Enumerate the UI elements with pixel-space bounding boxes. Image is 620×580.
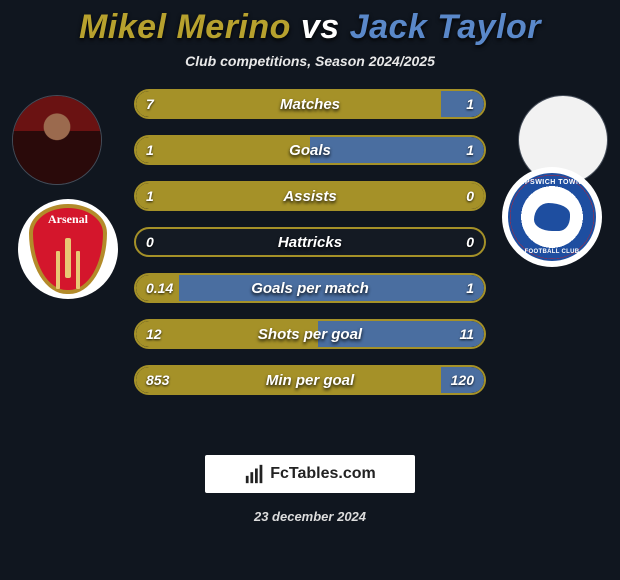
player2-club-badge [502, 167, 602, 267]
player1-avatar [12, 95, 102, 185]
stat-value-left: 1 [136, 183, 164, 209]
stat-value-right: 120 [441, 367, 484, 393]
subtitle: Club competitions, Season 2024/2025 [0, 53, 620, 69]
stat-row: 71Matches [134, 89, 486, 119]
stat-row: 853120Min per goal [134, 365, 486, 395]
player2-name: Jack Taylor [350, 8, 541, 46]
stat-value-left: 7 [136, 91, 164, 117]
ipswich-horse-icon [534, 203, 570, 231]
stat-value-left: 12 [136, 321, 172, 347]
vs-text: vs [301, 8, 340, 46]
stat-row: 0.141Goals per match [134, 273, 486, 303]
stat-row: 11Goals [134, 135, 486, 165]
comparison-title: Mikel Merino vs Jack Taylor [0, 0, 620, 47]
stat-fill-left [136, 367, 441, 393]
stat-value-right: 0 [456, 229, 484, 255]
comparison-stage: 71Matches11Goals10Assists00Hattricks0.14… [0, 87, 620, 427]
arsenal-badge-icon [29, 204, 107, 294]
stat-bars-container: 71Matches11Goals10Assists00Hattricks0.14… [134, 89, 486, 395]
stat-value-right: 1 [456, 275, 484, 301]
stat-value-left: 853 [136, 367, 179, 393]
stat-label: Hattricks [136, 229, 484, 255]
branding-text: FcTables.com [270, 465, 376, 483]
stat-row: 10Assists [134, 181, 486, 211]
stat-value-left: 0.14 [136, 275, 183, 301]
player1-avatar-placeholder [13, 96, 101, 184]
player1-club-badge [18, 199, 118, 299]
snapshot-date: 23 december 2024 [0, 509, 620, 524]
stat-row: 1211Shots per goal [134, 319, 486, 349]
stat-fill-left [136, 91, 441, 117]
ipswich-badge-icon [508, 173, 596, 261]
fctables-logo-icon [244, 463, 266, 485]
stat-fill-right [179, 275, 484, 301]
player1-name: Mikel Merino [79, 8, 291, 46]
stat-fill-left [136, 183, 484, 209]
stat-value-right: 0 [456, 183, 484, 209]
branding-badge: FcTables.com [205, 455, 415, 493]
stat-value-right: 1 [456, 137, 484, 163]
stat-value-right: 11 [449, 321, 484, 347]
stat-value-left: 1 [136, 137, 164, 163]
stat-row: 0 0Hattricks [134, 227, 486, 257]
stat-value-left: 0 [136, 229, 164, 255]
stat-value-right: 1 [456, 91, 484, 117]
